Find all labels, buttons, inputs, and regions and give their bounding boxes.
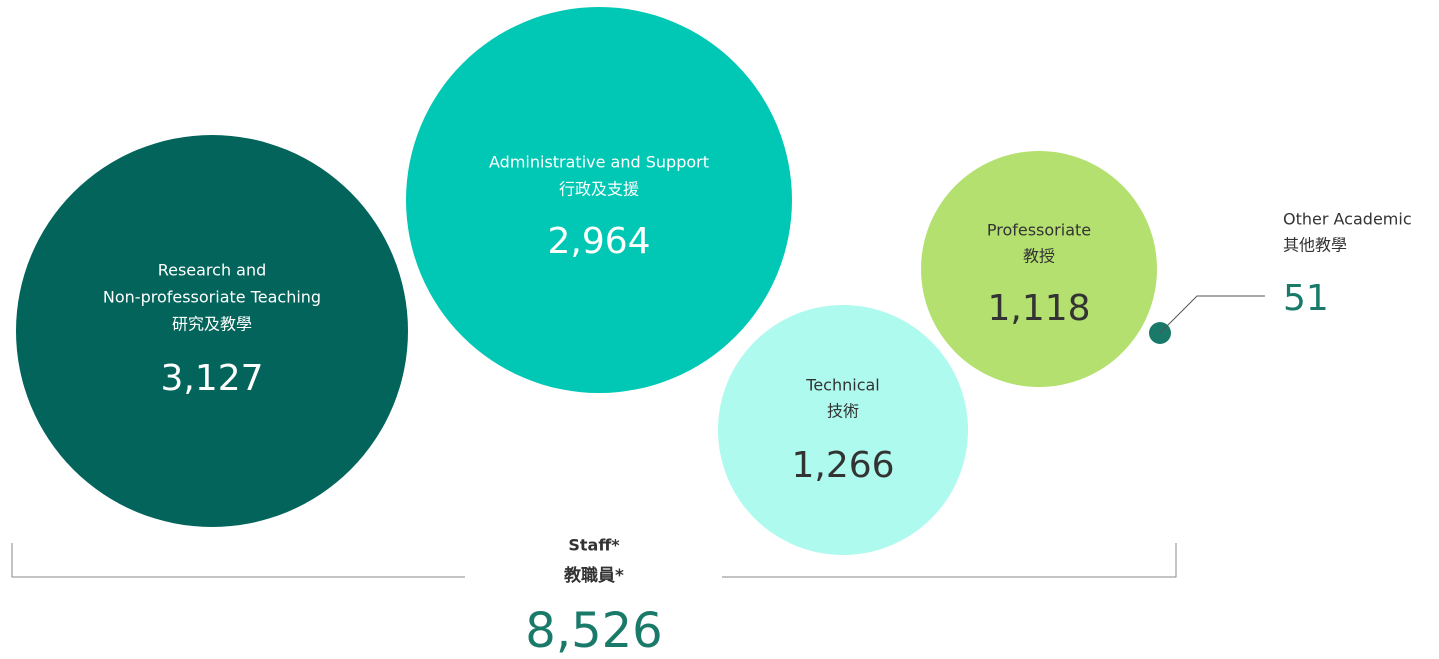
- value: 1,266: [791, 445, 894, 486]
- technical-labels: Technical 技術 1,266: [791, 376, 894, 487]
- bubble-research: [16, 135, 408, 527]
- total-label: 教職員*: [563, 565, 624, 586]
- bubble-admin: [406, 7, 792, 393]
- total-value: 8,526: [525, 603, 662, 659]
- value: 1,118: [987, 288, 1090, 329]
- label: Professoriate: [987, 221, 1091, 240]
- bubble-technical: [718, 305, 968, 555]
- label: 行政及支援: [559, 180, 639, 199]
- label: Administrative and Support: [489, 153, 709, 172]
- value: 51: [1283, 278, 1329, 319]
- label: Technical: [805, 376, 879, 395]
- value: 2,964: [547, 221, 650, 262]
- other-labels: Other Academic 其他教學 51: [1283, 210, 1412, 320]
- label: Non-professoriate Teaching: [103, 288, 321, 307]
- label: Other Academic: [1283, 210, 1412, 229]
- bubble-professoriate: [921, 151, 1157, 387]
- bracket-left: [11, 543, 465, 578]
- label: 技術: [827, 402, 859, 421]
- bracket-right: [722, 543, 1177, 578]
- label: 研究及教學: [172, 315, 252, 334]
- label: 其他教學: [1283, 236, 1347, 255]
- label: 教授: [1023, 247, 1055, 266]
- research-labels: Research and Non-professoriate Teaching …: [103, 261, 321, 400]
- admin-labels: Administrative and Support 行政及支援 2,964: [489, 153, 709, 263]
- professoriate-labels: Professoriate 教授 1,118: [987, 221, 1091, 330]
- total-label: Staff*: [568, 536, 620, 555]
- label: Research and: [158, 261, 267, 280]
- leader-line: [1159, 295, 1265, 334]
- value: 3,127: [160, 358, 263, 399]
